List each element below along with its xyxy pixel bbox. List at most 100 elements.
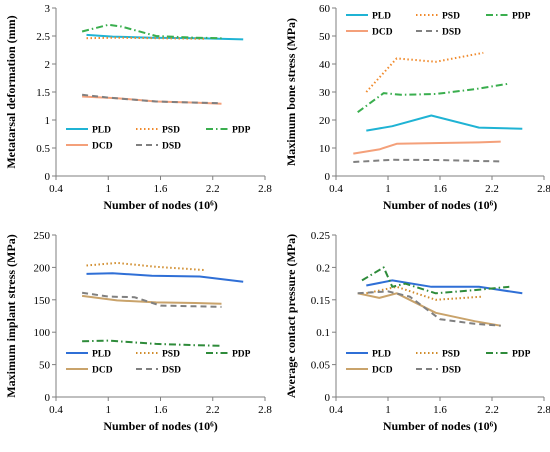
y-tick-label: 3 <box>45 3 51 15</box>
x-tick-label: 0.4 <box>329 183 343 195</box>
chart-panel-4: 0 0.05 0.1 0.15 0.2 0.25 0.4 1 1.6 2.2 2.8 Number o… <box>284 230 550 433</box>
y-axis-title: Average contact pressure (MPa) <box>284 234 298 398</box>
y-tick-label: 0.25 <box>311 230 331 242</box>
x-tick-label: 1 <box>385 183 391 195</box>
y-tick-label: 1 <box>45 115 51 127</box>
y-tick-label: 0 <box>325 171 331 183</box>
y-tick-label: 30 <box>319 87 331 99</box>
series-line-pdp <box>82 339 222 347</box>
y-tick-label: 50 <box>319 31 331 43</box>
legend-label-dsd: DSD <box>442 366 461 376</box>
y-tick-label: 0 <box>325 392 331 404</box>
legend-label-dsd: DSD <box>162 142 181 152</box>
legend-label-pld: PLD <box>372 12 391 22</box>
y-tick-label: 150 <box>34 295 51 307</box>
series-line-pdp <box>357 82 510 114</box>
legend: PLD PSD PDP DCD DSD <box>346 12 531 38</box>
x-axis-title: Number of nodes (10⁶) <box>383 419 497 433</box>
x-axis-title: Number of nodes (10⁶) <box>383 198 497 212</box>
legend-label-psd: PSD <box>162 350 180 360</box>
legend-label-dsd: DSD <box>442 28 461 38</box>
y-tick-label: 200 <box>34 262 51 274</box>
x-tick-label: 1 <box>385 404 391 416</box>
y-tick-label: 0.15 <box>311 295 331 307</box>
y-tick-label: 40 <box>319 59 331 71</box>
x-axis-title: Number of nodes (10⁶) <box>103 419 217 433</box>
legend-label-pld: PLD <box>372 350 391 360</box>
legend-label-pdp: PDP <box>232 350 251 360</box>
y-axis-title: Maximum bone stress (MPa) <box>284 18 298 166</box>
series-line-pdp <box>361 266 510 295</box>
legend-label-dcd: DCD <box>372 366 393 376</box>
x-tick-label: 2.8 <box>537 404 550 416</box>
legend-label-psd: PSD <box>442 12 460 22</box>
series-line-dsd <box>353 158 501 163</box>
y-tick-label: 0.2 <box>316 262 330 274</box>
y-tick-label: 60 <box>319 3 331 15</box>
y-tick-label: 20 <box>319 115 331 127</box>
series-line-psd <box>365 51 484 93</box>
y-tick-label: 2.5 <box>36 31 50 43</box>
x-tick-label: 1 <box>106 404 112 416</box>
x-axis-title: Number of nodes (10⁶) <box>103 198 217 212</box>
legend-label-psd: PSD <box>162 126 180 136</box>
series-line-dcd <box>353 140 501 155</box>
y-axis-title: Metatarsal deformation (mm) <box>4 15 18 168</box>
y-tick-label: 0.05 <box>311 360 331 372</box>
y-tick-label: 0 <box>45 392 51 404</box>
legend-label-pdp: PDP <box>232 126 251 136</box>
legend-label-pld: PLD <box>92 126 111 136</box>
x-tick-label: 2.8 <box>258 404 272 416</box>
legend-label-psd: PSD <box>442 350 460 360</box>
y-tick-label: 10 <box>319 143 331 155</box>
x-tick-label: 0.4 <box>49 404 63 416</box>
x-tick-label: 2.8 <box>258 183 272 195</box>
legend-label-pld: PLD <box>92 350 111 360</box>
y-axis-title: Maximum implant stress (MPa) <box>4 234 18 397</box>
legend-label-dcd: DCD <box>372 28 393 38</box>
y-tick-label: 1.5 <box>36 87 50 99</box>
legend-label-pdp: PDP <box>512 350 531 360</box>
series-line-dsd <box>81 291 222 308</box>
x-tick-label: 0.4 <box>49 183 63 195</box>
series-line-dsd <box>81 93 222 105</box>
y-tick-label: 0.1 <box>316 327 330 339</box>
x-tick-label: 2.8 <box>537 183 550 195</box>
y-tick-label: 250 <box>34 230 51 242</box>
series-line-pld <box>366 114 523 132</box>
x-tick-label: 2.2 <box>206 183 220 195</box>
legend-label-dsd: DSD <box>162 366 181 376</box>
x-tick-label: 2.2 <box>485 404 499 416</box>
x-tick-label: 2.2 <box>485 183 499 195</box>
x-tick-label: 1 <box>106 183 112 195</box>
x-tick-label: 0.4 <box>329 404 343 416</box>
x-tick-label: 1.6 <box>154 183 168 195</box>
series-line-psd <box>86 261 205 271</box>
legend-label-dcd: DCD <box>92 366 113 376</box>
chart-panel-3: 0 50 100 150 200 250 0.4 1 1.6 2.2 2.8 Number of no… <box>4 230 272 433</box>
y-tick-label: 0 <box>45 171 51 183</box>
series-line-dsd <box>357 290 501 327</box>
chart-panel-2: 0 10 20 30 40 50 60 0.4 1 1.6 2.2 2.8 Number of node… <box>284 3 550 212</box>
series-line-pld <box>86 272 244 283</box>
series-line-dcd <box>357 292 501 327</box>
series-line-psd <box>366 285 484 301</box>
series-line-pld <box>86 33 244 41</box>
series-line-dcd <box>81 294 222 305</box>
x-tick-label: 1.6 <box>433 183 447 195</box>
legend: PLD PSD PDP DCD DSD <box>346 350 531 376</box>
chart-panel-1: 0 0.5 1 1.5 2 2.5 3 0.4 1 1.6 2.2 2.8 Number of node… <box>4 3 272 212</box>
legend: PLD PSD PDP DCD DSD <box>66 126 251 152</box>
legend: PLD PSD PDP DCD DSD <box>66 350 251 376</box>
x-tick-label: 1.6 <box>154 404 168 416</box>
x-tick-label: 2.2 <box>206 404 220 416</box>
legend-label-dcd: DCD <box>92 142 113 152</box>
y-tick-label: 50 <box>39 360 51 372</box>
y-tick-label: 2 <box>45 59 51 71</box>
legend-label-pdp: PDP <box>512 12 531 22</box>
y-tick-label: 100 <box>34 327 51 339</box>
series-line-pdp <box>81 23 222 40</box>
y-tick-label: 0.5 <box>36 143 50 155</box>
x-tick-label: 1.6 <box>433 404 447 416</box>
